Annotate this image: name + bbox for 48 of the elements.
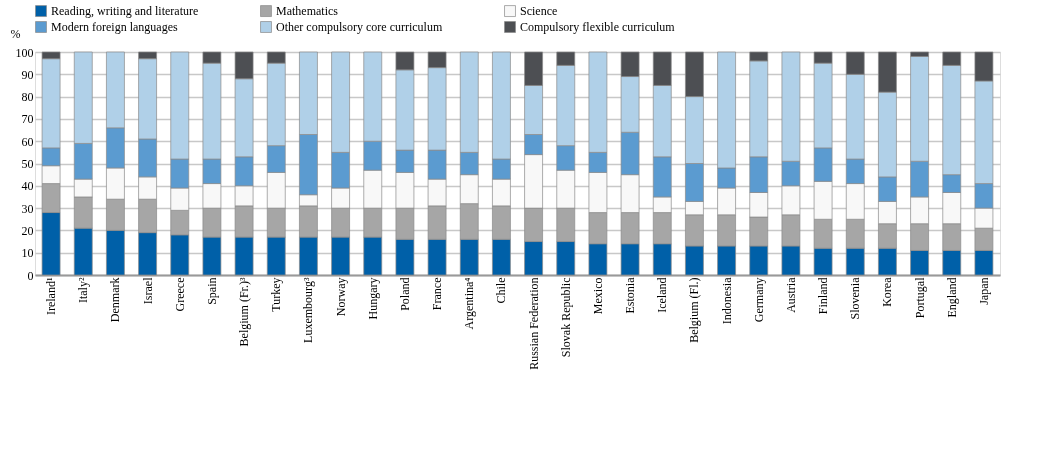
x-tick-label: France xyxy=(430,277,445,311)
x-tick-label: Chile xyxy=(494,277,509,304)
legend-label: Modern foreign languages xyxy=(51,20,178,34)
x-tick-label: Italy² xyxy=(76,277,91,304)
x-tick-label: Belgium (Fl.) xyxy=(687,277,702,343)
y-tick-label: 90 xyxy=(21,67,34,82)
x-tick-label: Poland xyxy=(397,277,412,311)
x-tick-label: Mexico xyxy=(590,277,605,315)
x-tick-label: Germany xyxy=(751,277,766,323)
x-tick-label: Turkey xyxy=(269,277,284,312)
y-tick-label: 100 xyxy=(15,45,34,60)
x-tick-label: Denmark xyxy=(108,277,123,323)
x-tick-label: Finland xyxy=(816,277,831,315)
x-tick-label: Estonia xyxy=(623,276,638,314)
legend-label: Mathematics xyxy=(276,4,339,19)
x-tick-label: Belgium (Fr.)³ xyxy=(237,277,252,347)
x-tick-label: Argentina⁴ xyxy=(462,277,477,330)
x-tick-label: Israel xyxy=(140,276,155,305)
x-tick-label: Slovenia xyxy=(848,276,863,320)
y-tick-label: 20 xyxy=(21,223,34,238)
x-tick-label: Austria xyxy=(783,276,798,313)
legend-label: Compulsory flexible curriculum xyxy=(520,20,676,34)
x-tick-label: Norway xyxy=(333,277,348,317)
y-tick-label: 60 xyxy=(21,134,34,149)
x-tick-label: England xyxy=(944,277,959,318)
x-tick-label: Indonesia xyxy=(719,276,734,325)
y-tick-label: 50 xyxy=(21,157,34,171)
x-tick-label: Portugal xyxy=(912,276,927,319)
x-tick-label: Iceland xyxy=(655,277,670,313)
y-axis-title: % xyxy=(10,26,21,41)
y-tick-label: 10 xyxy=(21,246,34,261)
y-tick-label: 30 xyxy=(21,201,34,216)
x-tick-label: Japan xyxy=(976,277,991,305)
y-tick-label: 0 xyxy=(27,268,34,283)
y-tick-label: 80 xyxy=(21,90,34,105)
x-tick-label: Slovak Republic xyxy=(558,277,573,358)
x-tick-label: Hungary xyxy=(365,277,380,320)
x-tick-label: Luxembourg³ xyxy=(301,277,316,343)
y-tick-label: 40 xyxy=(21,179,34,194)
x-tick-label: Greece xyxy=(172,277,187,312)
x-tick-label: Spain xyxy=(204,277,219,305)
legend-label: Reading, writing and literature xyxy=(51,4,199,19)
x-tick-label: Ireland¹ xyxy=(44,277,59,316)
x-tick-label: Korea xyxy=(880,276,895,307)
legend-label: Other compulsory core curriculum xyxy=(276,20,443,34)
legend-label: Science xyxy=(520,4,558,19)
y-tick-label: 70 xyxy=(21,112,34,127)
x-tick-label: Russian Federation xyxy=(526,277,541,370)
